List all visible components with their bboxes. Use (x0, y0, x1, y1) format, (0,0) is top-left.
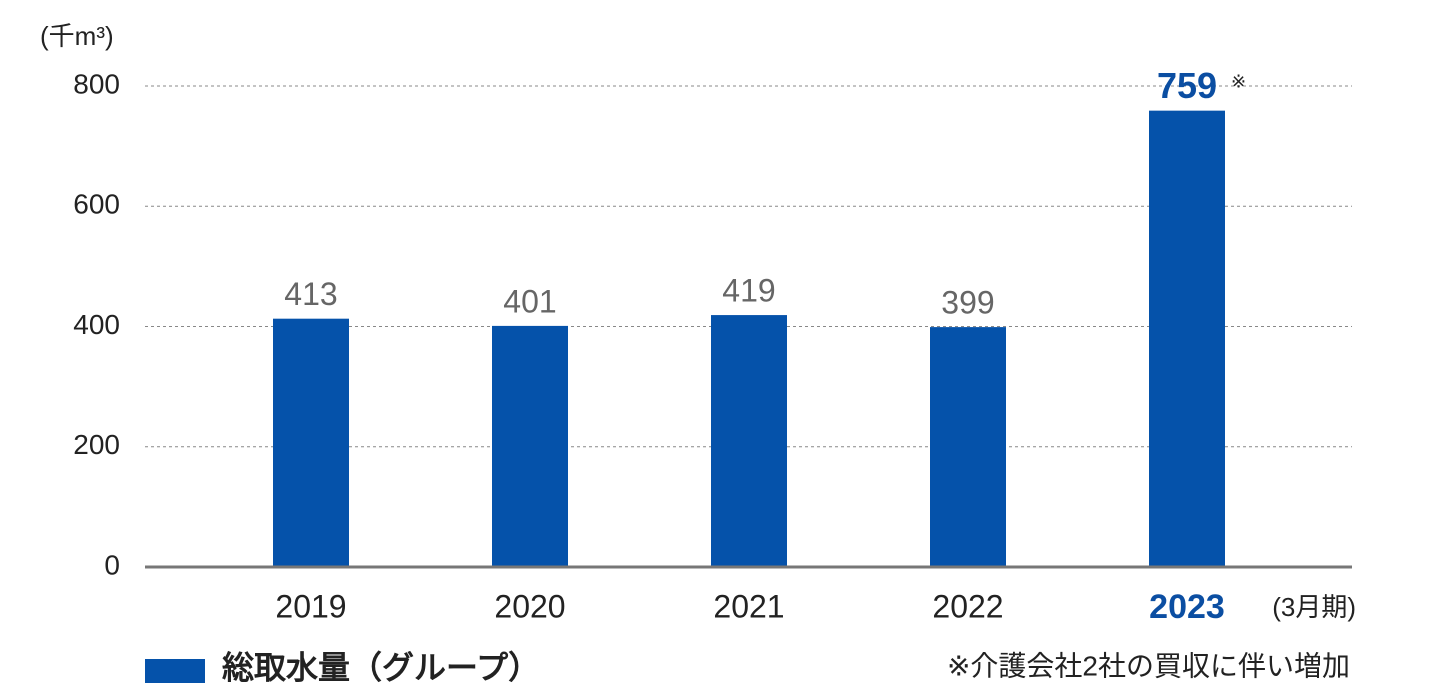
y-tick-label: 400 (73, 309, 120, 340)
x-tick-label: 2022 (932, 588, 1003, 624)
legend-swatch (145, 659, 205, 683)
value-label: 419 (722, 273, 775, 309)
x-tick-label: 2023 (1149, 588, 1225, 626)
footnote: ※介護会社2社の買収に伴い増加 (947, 650, 1350, 681)
x-tick-label: 2019 (275, 588, 346, 624)
y-tick-label: 600 (73, 189, 120, 220)
category-suffix: (3月期) (1272, 592, 1356, 622)
x-tick-label: 2021 (713, 588, 784, 624)
x-tick-label: 2020 (494, 588, 565, 624)
value-label: 413 (284, 276, 337, 312)
legend-label: 総取水量（グループ） (222, 649, 540, 685)
value-label: 399 (941, 285, 994, 321)
bar (1149, 110, 1225, 568)
value-label: 401 (503, 283, 556, 319)
y-tick-label: 800 (73, 68, 120, 99)
value-label: 759 (1157, 65, 1217, 106)
bar (492, 325, 568, 567)
y-tick-label: 0 (104, 549, 120, 580)
bar (930, 327, 1006, 567)
value-note: ※ (1231, 71, 1246, 91)
y-tick-label: 200 (73, 429, 120, 460)
bar (273, 318, 349, 567)
y-axis-label: (千m³) (40, 21, 114, 51)
bar (711, 315, 787, 567)
